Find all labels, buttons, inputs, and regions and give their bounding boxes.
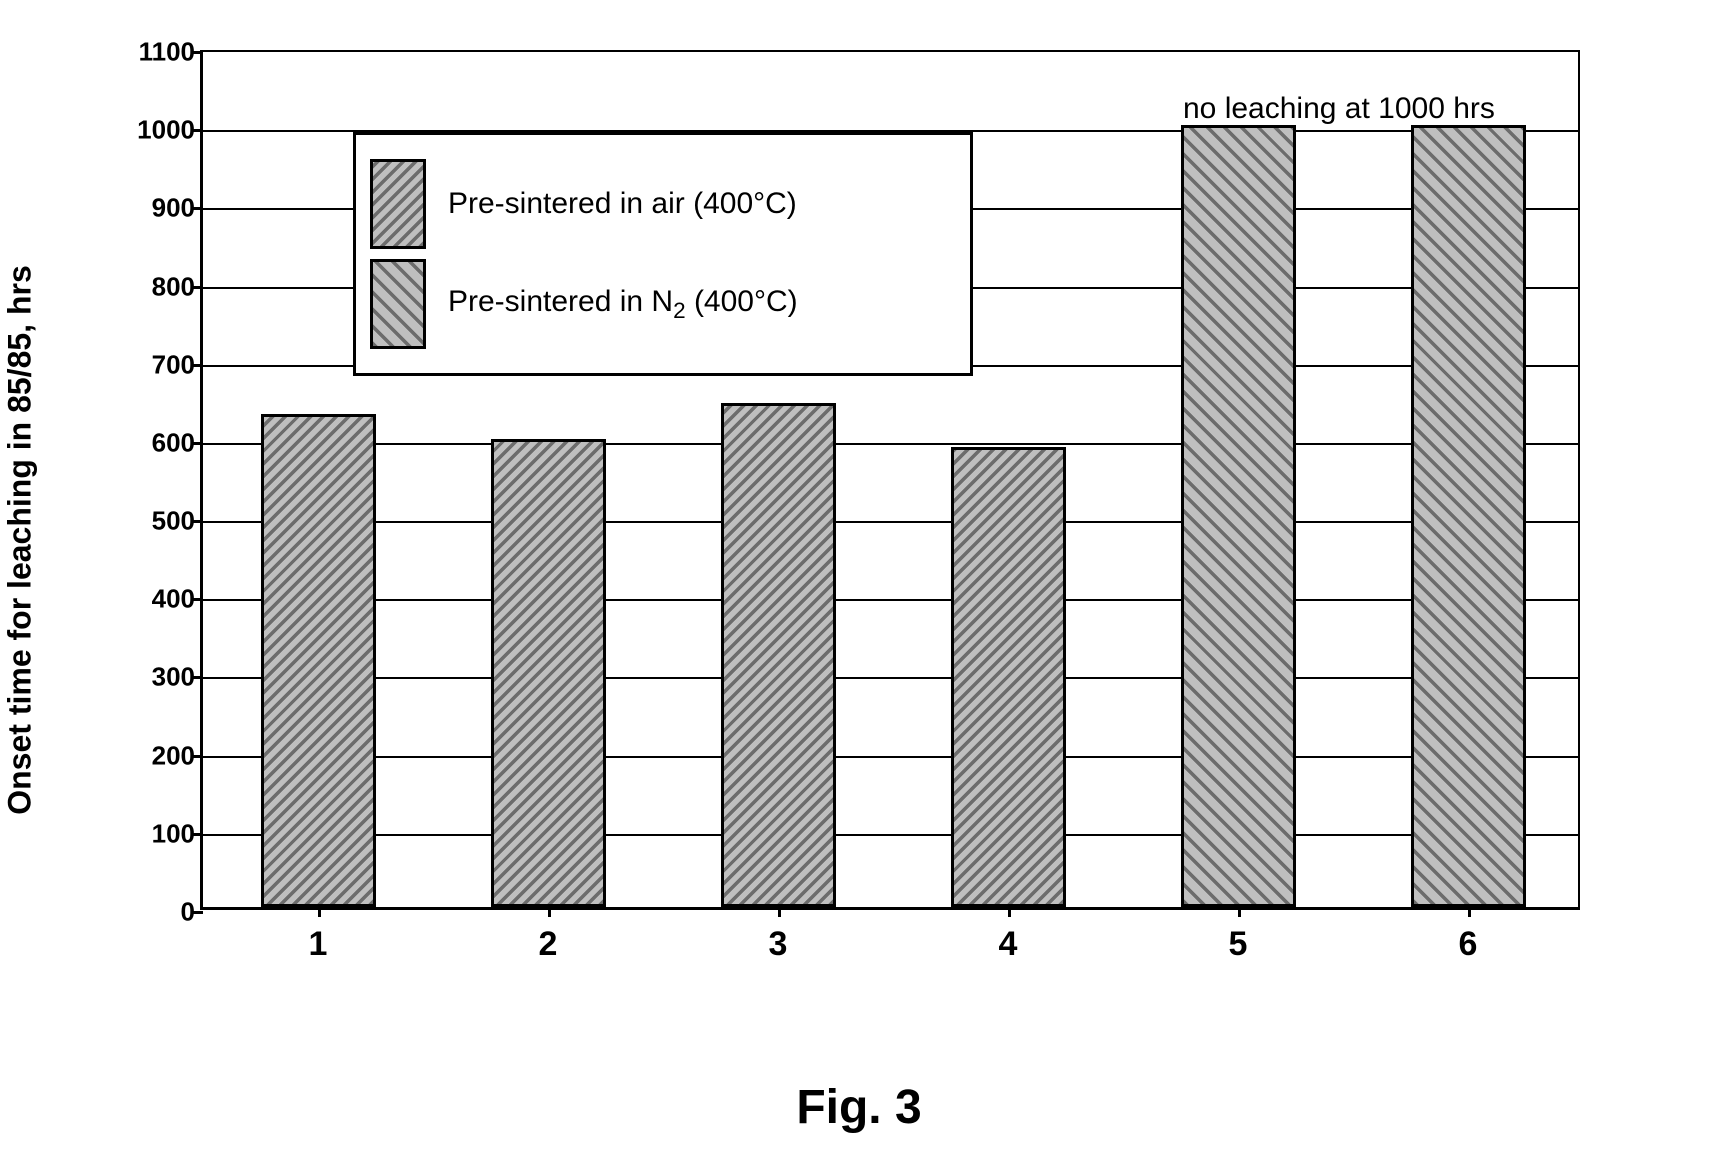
legend-entry: Pre-sintered in air (400°C) (370, 159, 944, 249)
y-axis-label: Onset time for leaching in 85/85, hrs (2, 265, 39, 815)
x-tick-label: 1 (309, 907, 328, 964)
grid-line (203, 677, 1578, 679)
bar (261, 414, 376, 907)
x-tick-label: 5 (1229, 907, 1248, 964)
grid-line (203, 521, 1578, 523)
y-tick-label: 700 (152, 349, 203, 380)
x-tick-label: 2 (539, 907, 558, 964)
annotation-text: no leaching at 1000 hrs (1183, 92, 1495, 126)
grid-line (203, 834, 1578, 836)
y-tick-label: 0 (181, 897, 203, 928)
legend: Pre-sintered in air (400°C) Pre-sintered … (353, 132, 973, 376)
grid-line (203, 756, 1578, 758)
legend-entry: Pre-sintered in N2 (400°C) (370, 259, 944, 349)
bar (1411, 125, 1526, 907)
grid-line (203, 599, 1578, 601)
y-tick-label: 100 (152, 818, 203, 849)
chart-container: Onset time for leaching in 85/85, hrs 01… (90, 40, 1610, 1040)
y-tick-label: 200 (152, 740, 203, 771)
bar (1181, 125, 1296, 907)
y-tick-label: 300 (152, 662, 203, 693)
grid-line (203, 443, 1578, 445)
bar (951, 447, 1066, 907)
y-tick-label: 1100 (139, 37, 203, 68)
y-tick-label: 1000 (137, 115, 203, 146)
legend-swatch (370, 259, 426, 349)
x-tick-label: 3 (769, 907, 788, 964)
figure-caption: Fig. 3 (796, 1080, 921, 1135)
bar (721, 403, 836, 907)
legend-label: Pre-sintered in air (400°C) (448, 187, 797, 221)
y-tick-label: 900 (152, 193, 203, 224)
x-tick-label: 4 (999, 907, 1018, 964)
bar (491, 439, 606, 907)
plot-area: 0100200300400500600700800900100011001234… (200, 50, 1580, 910)
legend-swatch (370, 159, 426, 249)
legend-label: Pre-sintered in N2 (400°C) (448, 285, 798, 324)
x-tick-label: 6 (1459, 907, 1478, 964)
y-tick-label: 600 (152, 427, 203, 458)
y-tick-label: 400 (152, 584, 203, 615)
y-tick-label: 800 (152, 271, 203, 302)
y-tick-label: 500 (152, 506, 203, 537)
